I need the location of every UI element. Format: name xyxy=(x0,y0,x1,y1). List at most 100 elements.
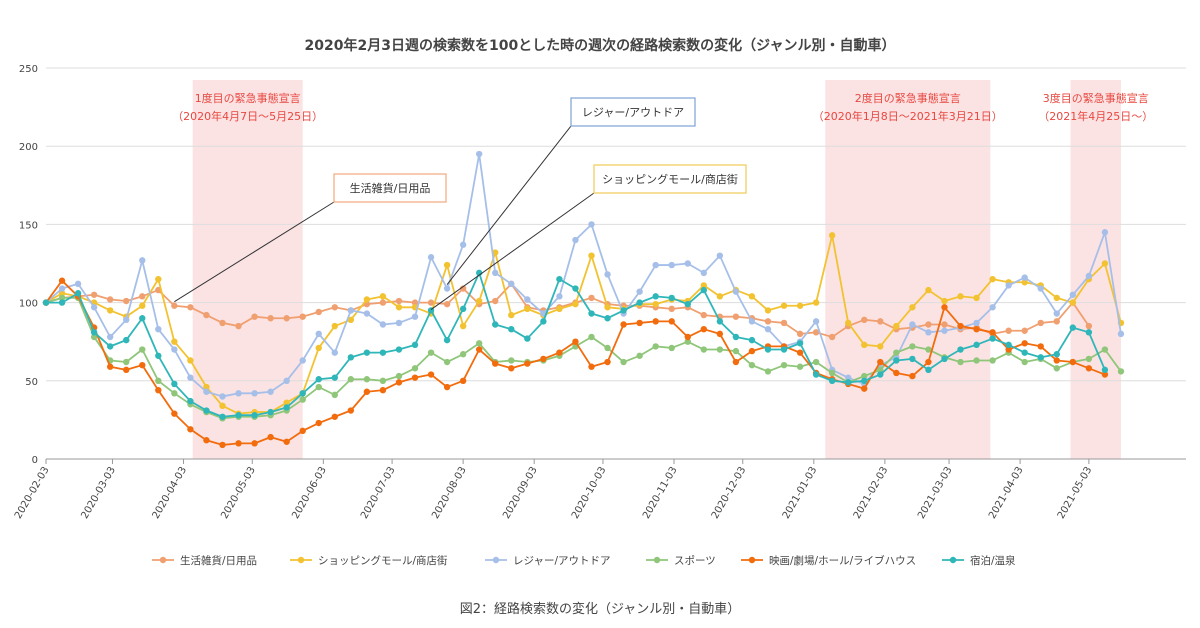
data-point xyxy=(492,360,499,367)
data-point xyxy=(106,333,114,341)
data-point xyxy=(989,357,996,364)
x-tick-label: 2020-02-03 xyxy=(13,465,52,521)
callout-leader xyxy=(174,201,335,303)
data-point xyxy=(925,366,932,374)
data-point xyxy=(909,355,916,363)
data-point xyxy=(780,361,788,369)
data-point xyxy=(331,413,338,420)
data-point xyxy=(989,275,996,283)
data-point xyxy=(668,305,675,313)
data-point xyxy=(636,288,643,295)
data-point xyxy=(187,426,194,433)
data-point xyxy=(347,407,355,414)
data-point xyxy=(877,366,884,374)
data-point xyxy=(139,257,146,264)
data-point xyxy=(684,300,691,308)
data-point xyxy=(427,299,435,306)
data-point xyxy=(106,296,114,303)
emergency-date-range: （2020年1月8日～2021年3月21日） xyxy=(813,109,1003,123)
x-tick-label: 2020-08-03 xyxy=(430,465,469,521)
data-point xyxy=(700,325,708,333)
data-point xyxy=(957,346,964,353)
data-point xyxy=(748,347,756,355)
data-point xyxy=(764,346,772,353)
x-tick-label: 2020-10-03 xyxy=(570,465,609,521)
data-point xyxy=(1053,351,1060,358)
data-point xyxy=(524,296,531,303)
data-point xyxy=(668,261,675,269)
data-point xyxy=(508,311,515,319)
data-point xyxy=(187,304,194,311)
y-tick-label: 150 xyxy=(19,220,38,231)
data-point xyxy=(556,275,563,283)
data-point xyxy=(925,346,932,353)
data-point xyxy=(1085,272,1093,280)
data-point xyxy=(796,363,804,370)
data-point xyxy=(877,371,884,378)
data-point xyxy=(700,311,708,319)
data-point xyxy=(379,293,387,300)
data-point xyxy=(941,327,948,334)
data-point xyxy=(877,343,884,350)
x-tick-label: 2020-07-03 xyxy=(359,465,398,521)
data-point xyxy=(443,383,451,391)
data-point xyxy=(283,404,290,411)
data-point xyxy=(203,311,210,319)
x-tick-label: 2021-04-03 xyxy=(987,465,1026,521)
data-point xyxy=(267,315,274,322)
data-point xyxy=(973,319,980,327)
data-point xyxy=(347,354,355,361)
data-point xyxy=(1021,358,1028,366)
data-point xyxy=(379,321,387,328)
data-point xyxy=(716,330,724,338)
data-point xyxy=(155,325,162,333)
data-point xyxy=(1069,299,1077,306)
data-point xyxy=(620,307,627,314)
data-point xyxy=(58,285,66,292)
data-point xyxy=(668,344,675,352)
data-point xyxy=(106,363,114,370)
data-point xyxy=(219,402,226,410)
data-point xyxy=(299,390,306,397)
data-point xyxy=(1005,341,1012,349)
data-point xyxy=(171,390,178,397)
data-point xyxy=(459,305,467,313)
data-point xyxy=(524,335,531,342)
data-point xyxy=(1085,355,1093,363)
x-tick-label: 2020-09-03 xyxy=(501,465,540,521)
y-tick-label: 250 xyxy=(19,64,38,75)
data-point xyxy=(620,358,627,366)
data-point xyxy=(475,150,483,158)
data-point xyxy=(700,286,708,294)
data-point xyxy=(475,346,483,353)
data-point xyxy=(973,357,980,364)
data-point xyxy=(123,366,130,374)
emergency-date-range: （2020年4月7日～5月25日） xyxy=(172,109,323,123)
data-point xyxy=(748,318,756,325)
legend-label: ショッピングモール/商店街 xyxy=(318,554,448,567)
data-point xyxy=(139,302,146,309)
data-point xyxy=(588,310,595,317)
data-point xyxy=(796,302,804,309)
data-point xyxy=(74,280,82,288)
data-point xyxy=(989,335,996,342)
callout-label: 生活雑貨/日用品 xyxy=(350,181,431,195)
data-point xyxy=(171,410,178,417)
data-point xyxy=(700,269,708,277)
data-point xyxy=(812,299,820,306)
data-point xyxy=(1101,371,1109,378)
data-point xyxy=(748,293,756,300)
data-point xyxy=(42,299,50,306)
callout-label: ショッピングモール/商店街 xyxy=(602,172,738,186)
data-point xyxy=(251,390,258,397)
legend-label: スポーツ xyxy=(674,555,716,567)
data-point xyxy=(700,282,708,289)
data-point xyxy=(315,308,322,316)
data-point xyxy=(1117,330,1125,338)
data-point xyxy=(219,441,226,449)
y-tick-label: 50 xyxy=(25,377,38,388)
data-point xyxy=(973,325,980,333)
data-point xyxy=(828,369,836,377)
data-point xyxy=(411,299,419,306)
